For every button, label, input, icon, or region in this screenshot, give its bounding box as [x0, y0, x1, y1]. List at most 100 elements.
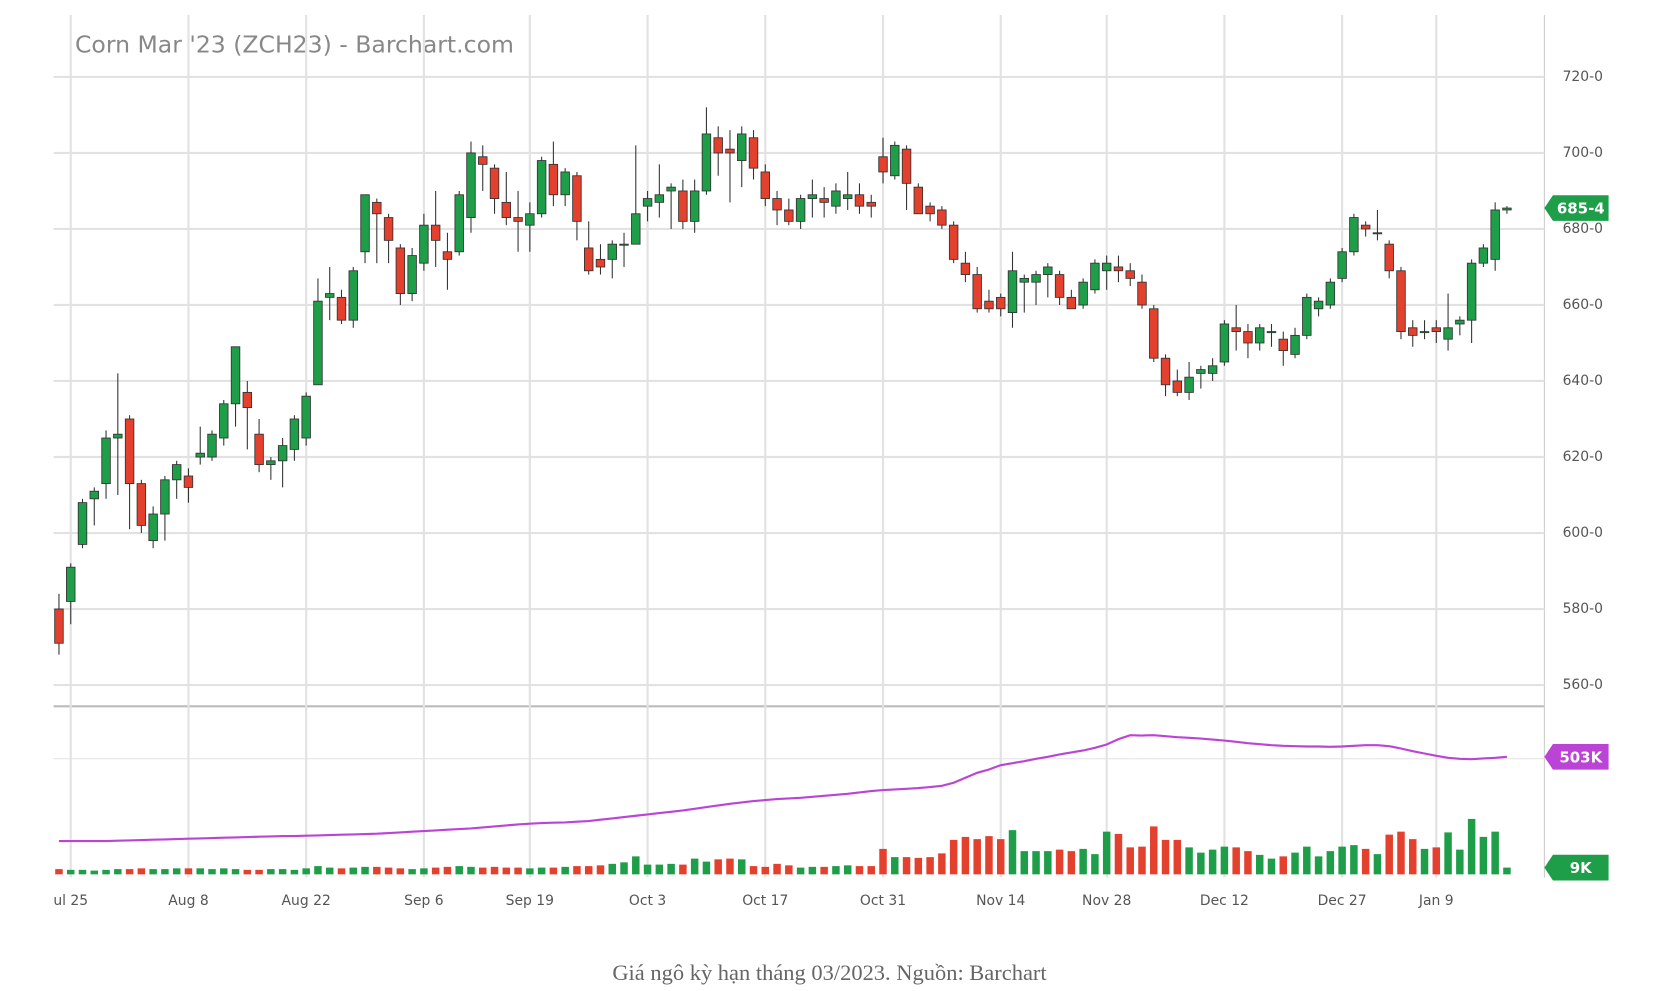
- candle-body: [560, 171, 570, 196]
- volume-bar: [549, 867, 558, 875]
- volume-bar: [690, 858, 699, 875]
- volume-bar: [985, 836, 993, 875]
- candle-body: [360, 194, 370, 253]
- volume-bar: [632, 856, 640, 875]
- candle-body: [607, 243, 617, 260]
- y-tick-label: 580-0: [1563, 601, 1603, 617]
- candle-body: [701, 133, 712, 192]
- volume-bar: [455, 866, 463, 875]
- candle-body: [1137, 281, 1147, 306]
- candle-body: [1184, 376, 1194, 393]
- x-tick-label: Jan 9: [1418, 893, 1454, 909]
- volume-bar: [1161, 839, 1170, 875]
- volume-bar: [243, 869, 252, 875]
- candle-body: [572, 175, 582, 222]
- candle-body: [1455, 319, 1465, 325]
- volume-bar: [1185, 847, 1193, 875]
- volume-bar: [361, 866, 369, 875]
- candle-body: [254, 433, 264, 466]
- volume-bar: [1091, 854, 1099, 875]
- volume-bar: [1338, 846, 1346, 875]
- candle-body: [1043, 266, 1053, 275]
- volume-bar: [1208, 849, 1217, 875]
- volume-bar: [1138, 846, 1146, 875]
- volume-bar: [608, 863, 616, 875]
- volume-bar: [1314, 856, 1323, 875]
- volume-bar: [431, 867, 440, 875]
- y-tick-label: 560-0: [1563, 677, 1603, 693]
- candle-body: [1337, 251, 1347, 279]
- volume-bar: [1126, 847, 1134, 875]
- candle-body: [230, 346, 241, 405]
- candle-body: [1160, 357, 1171, 386]
- volume-bar: [1267, 858, 1276, 875]
- volume-bar: [1479, 836, 1488, 875]
- volume-bar: [396, 868, 405, 875]
- volume-bar: [90, 870, 99, 875]
- volume-bar: [172, 868, 181, 875]
- volume-bar: [114, 869, 122, 875]
- volume-bar: [255, 869, 263, 875]
- volume-bar: [467, 866, 475, 875]
- candle-body: [972, 274, 982, 310]
- volume-bar: [1432, 847, 1441, 875]
- volume-bar: [373, 866, 381, 875]
- volume-bar: [1114, 833, 1123, 875]
- candle-body: [689, 190, 700, 222]
- candle-body: [277, 445, 288, 462]
- candle-body: [1266, 331, 1277, 334]
- volume-bar: [761, 866, 770, 875]
- volume-bar: [384, 867, 393, 875]
- volume-bar: [137, 868, 146, 875]
- candle-body: [1443, 327, 1453, 340]
- candle-body: [266, 460, 276, 466]
- x-tick-label: Nov 28: [1082, 893, 1131, 909]
- volume-bar: [1020, 851, 1029, 875]
- volume-bar: [420, 868, 428, 875]
- volume-bar: [902, 857, 911, 875]
- candle-body: [1054, 274, 1065, 298]
- candle-body: [1255, 327, 1265, 344]
- candle-body: [113, 433, 123, 439]
- candle-body: [89, 490, 99, 500]
- candle-body: [1066, 296, 1077, 310]
- candle-body: [1408, 327, 1418, 336]
- volume-bar: [66, 869, 75, 875]
- y-tick-label: 680-0: [1563, 221, 1603, 237]
- volume-bar: [749, 866, 758, 875]
- candle-body: [1278, 338, 1288, 352]
- candle-body: [1219, 323, 1230, 363]
- candle-body: [913, 186, 924, 215]
- volume-bar: [702, 861, 711, 875]
- open-interest-line: [58, 734, 1508, 843]
- candle-body: [666, 186, 676, 192]
- candle-body: [478, 156, 488, 165]
- volume-bar: [278, 869, 287, 875]
- candle-body: [1078, 281, 1088, 306]
- candle-body: [372, 201, 382, 215]
- volume-bar: [973, 839, 981, 875]
- candle-body: [183, 475, 194, 488]
- candle-body: [77, 502, 88, 545]
- y-tick-label: 600-0: [1563, 525, 1603, 541]
- volume-bar: [1303, 846, 1311, 875]
- volume-bar: [808, 866, 817, 875]
- x-tick-label: Dec 12: [1200, 893, 1249, 909]
- candle-body: [1396, 270, 1406, 333]
- y-tick-label: 620-0: [1563, 449, 1603, 465]
- candle-body: [642, 198, 653, 207]
- volume-bar: [490, 866, 499, 875]
- candle-body: [195, 452, 205, 458]
- candle-body: [348, 270, 358, 321]
- volume-bar: [832, 866, 840, 875]
- candle-body: [54, 608, 64, 644]
- volume-bar: [1279, 856, 1288, 875]
- candle-body: [501, 201, 512, 218]
- candle-body: [301, 395, 311, 439]
- volume-bar: [1456, 849, 1464, 875]
- candle-body: [937, 209, 947, 226]
- caption: Giá ngô kỳ hạn tháng 03/2023. Nguồn: Bar…: [612, 960, 1047, 985]
- volume-bar: [1044, 851, 1052, 875]
